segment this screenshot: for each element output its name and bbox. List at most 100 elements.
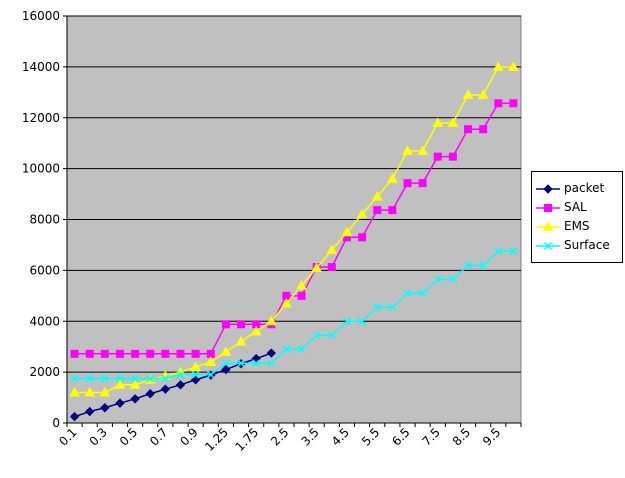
series-sal-point [131, 349, 140, 358]
series-sal-point [327, 263, 336, 272]
y-tick-label: 4000 [29, 314, 60, 328]
series-surface-point [85, 374, 94, 383]
x-tick-label: 5.5 [359, 425, 382, 448]
series-surface-point [176, 370, 185, 379]
x-tick-label: 3.5 [298, 425, 321, 448]
series-ems-point [205, 356, 217, 366]
series-surface-point [448, 275, 457, 284]
x-tick-label: 1.25 [202, 425, 231, 454]
legend-sal-point [544, 204, 552, 212]
series-ems-point [462, 89, 474, 99]
series-sal-point [388, 206, 397, 215]
legend-item-sal: SAL [532, 199, 622, 217]
legend-label: EMS [564, 219, 590, 233]
series-surface-point [206, 370, 215, 379]
series-surface-point [479, 261, 488, 270]
series-ems-point [69, 386, 80, 397]
series-surface-point [358, 317, 367, 326]
x-tick-label: 9.5 [480, 425, 503, 448]
series-packet-point [84, 406, 95, 417]
series-ems [69, 61, 519, 397]
series-ems-point [341, 226, 353, 237]
x-tick-label: 0.5 [117, 425, 140, 448]
legend-label: packet [564, 181, 605, 195]
series-sal-point [403, 179, 412, 188]
series-packet-point [115, 398, 125, 408]
series-ems-point [417, 145, 428, 155]
series-surface-point [464, 261, 473, 270]
series-sal-point [100, 349, 109, 358]
series-ems-point [311, 262, 323, 272]
series-surface-point [161, 374, 170, 383]
series-sal-point [146, 349, 155, 358]
series-surface-point [342, 317, 351, 326]
series-packet-point [175, 380, 186, 390]
series-sal-point [176, 349, 185, 358]
series-surface-point [115, 374, 124, 383]
series-sal-point [85, 349, 94, 358]
series-surface-point [418, 289, 427, 298]
x-tick-label: 0.9 [177, 425, 200, 448]
series-ems-point [281, 297, 292, 308]
series-ems-point [265, 315, 277, 326]
series-surface-point [70, 374, 79, 383]
legend-label: Surface [564, 238, 610, 252]
series-packet-point [69, 411, 80, 422]
series-sal-point [479, 125, 488, 134]
x-axis: 0.1 0.3 0.5 0.7 0.9 1.25 1.75 2.5 3.5 4.5 5.5 6.5 7.… [56, 422, 522, 454]
y-tick-label: 16000 [22, 9, 60, 23]
legend-surface-point [543, 241, 553, 251]
series-surface-point [252, 359, 261, 368]
legend-swatch [536, 204, 560, 212]
series-packet-point [190, 375, 201, 385]
legend: packet SAL EMS Surface [531, 171, 623, 263]
legend-item-surface: Surface [532, 237, 622, 255]
series-surface-point [433, 275, 442, 284]
y-tick-label: 8000 [29, 213, 60, 227]
series-sal-point [418, 179, 427, 188]
series-surface-point [267, 359, 276, 368]
legend-ems-point [542, 221, 554, 231]
series-sal-point [191, 349, 200, 358]
series-surface-point [494, 247, 503, 256]
series-ems-point [114, 379, 126, 389]
series-ems-point [250, 325, 262, 336]
x-tick-label: 0.3 [87, 425, 110, 448]
series-surface-point [146, 374, 155, 383]
series-ems-point [99, 386, 111, 397]
x-tick-label: 4.5 [329, 425, 352, 448]
series-packet-point [100, 403, 110, 413]
series-ems-point [326, 244, 338, 255]
series-packet-point [130, 394, 140, 404]
series-ems-point [296, 280, 307, 290]
series-packet-point [145, 389, 155, 399]
legend-item-ems: EMS [532, 218, 622, 236]
series-packet [69, 348, 277, 422]
series-layer [69, 61, 519, 422]
series-surface-point [191, 370, 200, 379]
legend-swatch [536, 241, 560, 251]
series-ems-point [402, 145, 413, 155]
series-ems-point [190, 361, 201, 372]
series-sal-point [494, 99, 503, 108]
series-sal-point [206, 349, 215, 358]
series-sal-point [221, 320, 230, 329]
series-sal [70, 99, 518, 358]
series-surface-point [327, 331, 336, 340]
x-tick-label: 1.75 [232, 425, 261, 454]
series-packet-point [221, 364, 231, 375]
series-ems-point [447, 117, 459, 127]
series-ems-point [235, 336, 247, 346]
legend-swatch [536, 184, 560, 194]
x-tick-label: 8.5 [450, 425, 473, 448]
series-sal-point [297, 291, 306, 300]
series-ems-point [356, 208, 368, 219]
gridlines [67, 15, 521, 373]
series-surface-point [100, 374, 109, 383]
y-axis: 0 2000 4000 6000 8000 10000 12000 14000 16000 [22, 9, 68, 430]
series-ems-point [432, 117, 444, 127]
series-packet-point [266, 348, 277, 358]
series-sal-point [373, 206, 382, 215]
y-tick-label: 14000 [22, 60, 60, 74]
